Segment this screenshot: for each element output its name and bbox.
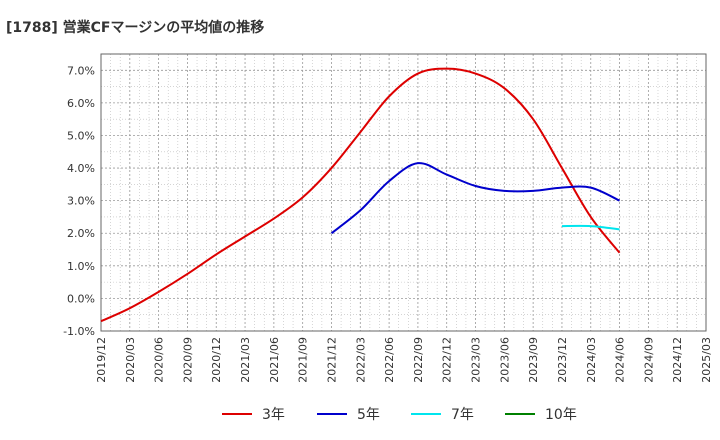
y-tick-label: 0.0% <box>67 292 95 305</box>
y-tick-label: 3.0% <box>67 195 95 208</box>
x-tick-label: 2020/06 <box>153 337 166 383</box>
x-tick-label: 2020/03 <box>124 337 137 383</box>
x-tick-label: 2022/12 <box>441 337 454 383</box>
y-tick-label: -1.0% <box>63 325 95 338</box>
legend: 3年 5年 7年 10年 <box>222 407 577 423</box>
legend-label: 5年 <box>357 407 380 423</box>
x-axis: 2019/12 2020/03 2020/06 2020/09 2020/12 2021/… <box>95 337 713 383</box>
x-tick-label: 2020/12 <box>210 337 223 383</box>
x-tick-label: 2024/09 <box>642 337 655 383</box>
legend-label: 7年 <box>451 407 474 423</box>
x-tick-label: 2024/06 <box>614 337 627 383</box>
x-tick-label: 2021/06 <box>268 337 281 383</box>
x-tick-label: 2019/12 <box>95 337 108 383</box>
chart-title: [1788] 営業CFマージンの平均値の推移 <box>6 19 264 36</box>
x-tick-label: 2025/03 <box>700 337 713 383</box>
x-tick-label: 2022/03 <box>354 337 367 383</box>
x-tick-label: 2020/09 <box>181 337 194 383</box>
y-axis: -1.0% 0.0% 1.0% 2.0% 3.0% 4.0% 5.0% 6.0% 7.0% <box>63 64 95 338</box>
y-tick-label: 7.0% <box>67 64 95 77</box>
grid <box>100 54 707 332</box>
series-line-3年 <box>100 67 621 323</box>
x-tick-label: 2024/12 <box>671 337 684 383</box>
x-tick-label: 2021/03 <box>239 337 252 383</box>
x-tick-label: 2023/03 <box>470 337 483 383</box>
y-tick-label: 2.0% <box>67 227 95 240</box>
series-lines <box>100 67 621 323</box>
x-tick-label: 2022/09 <box>412 337 425 383</box>
plot-area <box>101 54 706 331</box>
x-tick-label: 2024/03 <box>585 337 598 383</box>
y-tick-label: 4.0% <box>67 162 95 175</box>
x-tick-label: 2023/09 <box>527 337 540 383</box>
x-tick-label: 2021/12 <box>325 337 338 383</box>
x-tick-label: 2022/06 <box>383 337 396 383</box>
x-tick-label: 2023/06 <box>498 337 511 383</box>
legend-label: 3年 <box>262 407 285 423</box>
series-line-7年 <box>561 224 620 231</box>
series-line-5年 <box>330 162 620 235</box>
x-tick-label: 2023/12 <box>556 337 569 383</box>
y-tick-label: 5.0% <box>67 129 95 142</box>
y-tick-label: 6.0% <box>67 97 95 110</box>
plot-border <box>100 53 707 332</box>
x-tick-label: 2021/09 <box>297 337 310 383</box>
legend-label: 10年 <box>545 407 577 423</box>
y-tick-label: 1.0% <box>67 260 95 273</box>
